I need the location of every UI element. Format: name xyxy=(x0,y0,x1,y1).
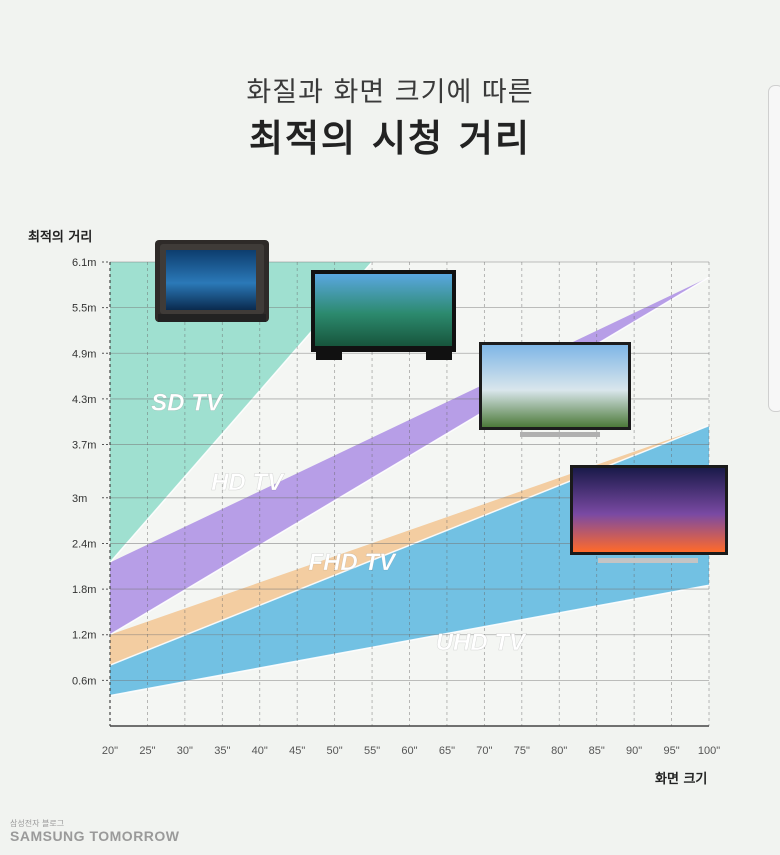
x-tick-label: 60" xyxy=(401,745,417,757)
series-label-uhd: UHD TV xyxy=(436,629,527,656)
x-tick-label: 35" xyxy=(214,745,230,757)
x-tick-label: 40" xyxy=(252,745,268,757)
x-tick-label: 25" xyxy=(139,745,155,757)
x-tick-label: 55" xyxy=(364,745,380,757)
x-tick-label: 90" xyxy=(626,745,642,757)
x-tick-label: 65" xyxy=(439,745,455,757)
y-tick-label: 6.1m xyxy=(72,257,96,269)
x-tick-label: 75" xyxy=(514,745,530,757)
series-label-hd: HD TV xyxy=(211,469,285,496)
y-tick-label: 1.8m xyxy=(72,584,96,596)
series-label-fhd: FHD TV xyxy=(308,549,397,576)
tv-hd-image xyxy=(311,270,456,360)
x-tick-label: 20" xyxy=(102,745,118,757)
tv-foot-right xyxy=(426,352,452,360)
x-axis-label: 화면 크기 xyxy=(655,772,708,787)
x-tick-label: 50" xyxy=(327,745,343,757)
tv-fhd-image xyxy=(479,342,631,437)
x-tick-label: 30" xyxy=(177,745,193,757)
x-tick-label: 100" xyxy=(698,745,720,757)
y-tick-label: 0.6m xyxy=(72,675,96,687)
x-tick-label: 45" xyxy=(289,745,305,757)
y-tick-label: 2.4m xyxy=(72,538,96,550)
y-tick-label: 3m xyxy=(72,493,87,505)
y-tick-label: 5.5m xyxy=(72,303,96,315)
tv-foot-left xyxy=(316,352,342,360)
x-tick-label: 85" xyxy=(589,745,605,757)
y-tick-label: 1.2m xyxy=(72,630,96,642)
tv-stand xyxy=(520,432,600,437)
y-tick-label: 4.3m xyxy=(72,394,96,406)
brand-logo: SAMSUNG TOMORROW xyxy=(10,828,180,844)
area-sd-tv xyxy=(110,262,709,563)
chart-subtitle: 화질과 화면 크기에 따른 xyxy=(246,77,534,108)
scrollbar[interactable] xyxy=(768,85,780,412)
tv-screen xyxy=(573,468,725,552)
y-tick-label: 3.7m xyxy=(72,440,96,452)
x-tick-label: 80" xyxy=(551,745,567,757)
x-tick-label: 70" xyxy=(476,745,492,757)
y-tick-label: 4.9m xyxy=(72,348,96,360)
chart-title: 최적의 시청 거리 xyxy=(248,117,532,160)
x-tick-label: 95" xyxy=(663,745,679,757)
tv-uhd-image xyxy=(570,465,728,563)
series-label-sd: SD TV xyxy=(151,389,224,416)
tv-base xyxy=(158,314,266,322)
brand-subtext: 삼성전자 블로그 xyxy=(10,819,65,828)
tv-screen xyxy=(166,250,256,310)
tv-stand xyxy=(598,558,698,563)
tv-screen xyxy=(315,274,452,346)
y-axis-label: 최적의 거리 xyxy=(28,230,93,245)
tv-sd-image xyxy=(155,240,269,322)
tv-screen xyxy=(482,345,628,427)
